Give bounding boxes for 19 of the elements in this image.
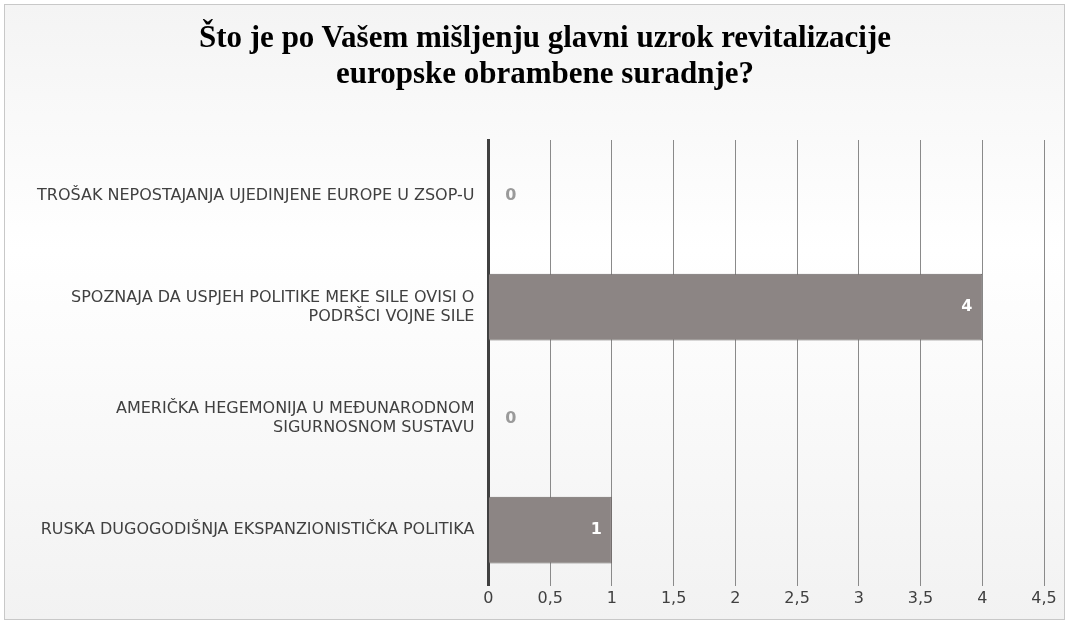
x-tick-label: 1 <box>606 587 617 607</box>
x-tick-label: 4 <box>977 587 988 607</box>
data-label: 4 <box>961 296 973 316</box>
y-tick-label: RUSKA DUGOGODIŠNJA EKSPANZIONISTIČKA POLITIKA <box>40 519 475 539</box>
x-tick-label: 4,5 <box>1031 587 1057 607</box>
data-label: 0 <box>505 184 517 204</box>
x-tick-label: 2 <box>730 587 741 607</box>
x-tick-label: 3 <box>853 587 864 607</box>
x-tick-label: 2,5 <box>784 587 810 607</box>
x-tick-label: 0 <box>483 587 494 607</box>
x-tick-label: 3,5 <box>907 587 934 607</box>
y-tick-label: TROŠAK NEPOSTAJANJA UJEDINJENE EUROPE U ZSOP-U <box>36 184 475 204</box>
data-label: 1 <box>590 519 602 539</box>
chart-title: Što je po Vašem mišljenju glavni uzrok revitalizacije europske obrambene suradnje? <box>198 19 892 91</box>
y-tick-label: SPOZNAJA DA USPJEH POLITIKE MEKE SILE OVISI O PODRŠCI VOJNE SILE <box>70 286 475 325</box>
y-tick-label: AMERIČKA HEGEMONIJA U MEĐUNARODNOM SIGURNOSNOM SUSTAVU <box>115 398 475 437</box>
data-label: 0 <box>505 407 517 427</box>
x-tick-label: 0,5 <box>537 587 563 607</box>
x-tick-label: 1,5 <box>660 587 687 607</box>
